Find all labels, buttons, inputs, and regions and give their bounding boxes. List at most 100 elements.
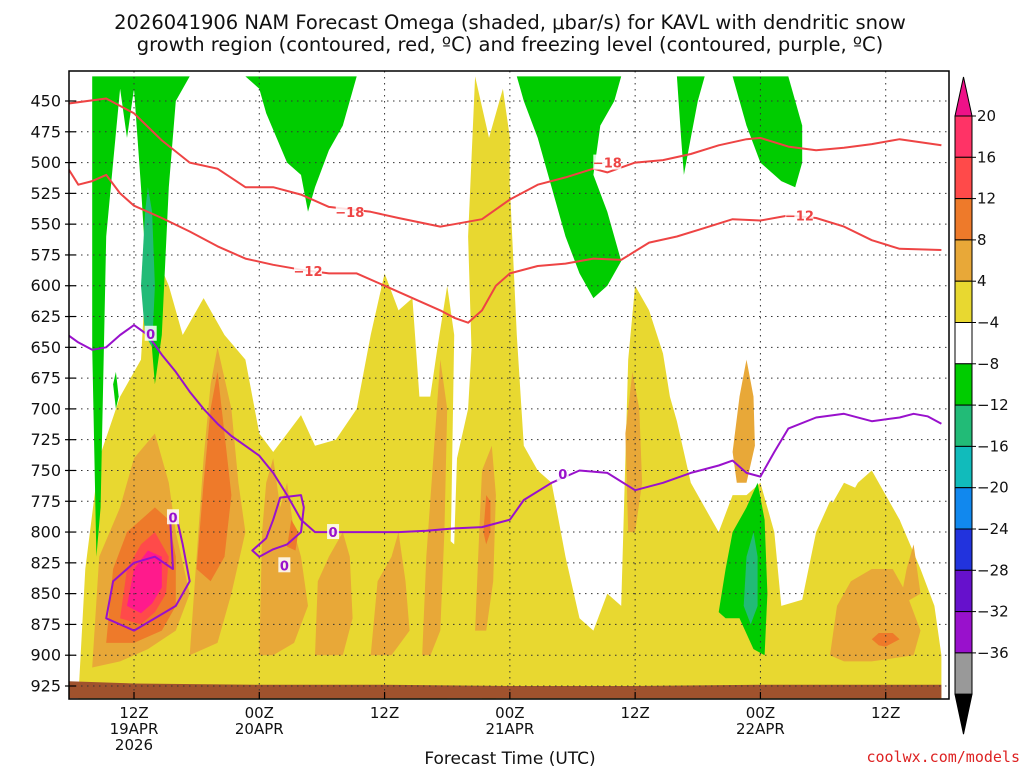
x-tick-label-5-2: 2026 [115,736,153,754]
x-tick-label-32-1: 21APR [485,720,534,738]
y-tick-label-775: 775 [30,492,61,511]
contour-label-3: −12 [785,210,814,225]
grid-lines [69,71,949,699]
colorbar-label-5: −4 [977,314,999,332]
contour-label-bg-8 [278,557,291,573]
y-tick-label-575: 575 [30,245,61,264]
temperature-contours [69,97,942,632]
shade-neg_weak-23 [245,76,357,212]
contour-line-2 [69,324,942,534]
y-tick-label-525: 525 [30,184,61,203]
x-tick-label-59-0: 12Z [871,704,900,722]
y-tick-label-600: 600 [30,276,61,295]
contour-label-bg-3 [785,207,814,223]
colorbar-swatch-7 [954,404,973,447]
x-tick-label-41-0: 12Z [620,704,649,722]
shade-pos_mod-6 [259,458,308,656]
y-tick-label-850: 850 [30,584,61,603]
shade-pos_weak-1 [468,76,510,699]
shade-pos_str-19 [483,495,491,545]
contour-label-7: 0 [558,468,567,483]
x-axis-title: Forecast Time (UTC) [424,749,595,768]
colorbar-swatch-12 [954,611,973,654]
y-tick-label-700: 700 [30,399,61,418]
colorbar-swatch-3 [954,239,973,282]
y-tick-label-750: 750 [30,461,61,480]
shade-neg_mod-30 [743,532,758,625]
y-tick-label-725: 725 [30,430,61,449]
y-tick-label-625: 625 [30,307,61,326]
contour-label-bg-0 [593,154,622,170]
y-tick-label-800: 800 [30,523,61,542]
colorbar-swatch-9 [954,487,973,530]
colorbar-label-2: 12 [977,190,996,208]
colorbar-swatch-1 [954,156,973,200]
contour-label-5: 0 [168,511,177,526]
plot-frame [68,70,950,700]
contour-label-6: 0 [329,526,338,541]
contour-label-bg-5 [166,509,179,525]
shade-neg_weak-24 [516,76,622,299]
x-tick-label-32-0: 00Z [495,704,524,722]
y-tick-label-550: 550 [30,215,61,234]
colorbar-swatch-0 [954,115,973,158]
y-tick-label-475: 475 [30,122,61,141]
contour-loop-1 [251,494,305,558]
y-axis-pressure: 450 475 500 525 550 575 600 625 650 675 700 725 750 7… [30,92,76,696]
x-tick-label-50-1: 22APR [736,720,785,738]
x-tick-label-5-1: 19APR [110,720,159,738]
shade-neg_weak-22 [92,76,190,557]
contour-label-bg-1 [335,203,364,219]
colorbar-label-9: −20 [977,479,1009,497]
shade-neg_mod-29 [141,187,155,348]
contour-label-bg-6 [327,524,340,540]
colorbar-swatch-6 [954,363,973,406]
contour-labels: −18 −18 −12 −12 0 0 0 0 0 [144,154,814,574]
shade-pos_mod-12 [732,359,755,483]
shade-pos_mod-11 [625,371,643,533]
contour-line-1 [69,168,942,324]
contour-label-4: 0 [146,328,155,343]
colorbar-swatch-5 [954,322,973,365]
colorbar-label-3: 8 [977,231,987,249]
colorbar-swatch-11 [954,569,973,613]
colorbar-label-1: 16 [977,148,996,166]
chart-title-line1: 2026041906 NAM Forecast Omega (shaded, μ… [114,11,906,34]
chart-title-line2: growth region (contoured, red, ºC) and f… [137,33,884,56]
credit-text: coolwx.com/models [866,748,1020,766]
colorbar-swatch-2 [954,198,973,241]
y-tick-label-825: 825 [30,553,61,572]
x-tick-label-23-0: 12Z [370,704,399,722]
y-tick-label-900: 900 [30,646,61,665]
y-tick-label-675: 675 [30,369,61,388]
colorbar-label-11: −28 [977,561,1009,579]
colorbar-label-13: −36 [977,644,1009,662]
y-tick-label-650: 650 [30,338,61,357]
shade-neg_weak-28 [113,371,119,409]
shade-neg_weak-25 [676,76,705,175]
shade-neg_weak-26 [732,76,803,188]
colorbar-label-12: −32 [977,603,1009,621]
x-tick-label-14-0: 00Z [245,704,274,722]
shade-pos_ext-21 [127,550,162,614]
colorbar-label-10: −24 [977,520,1009,538]
shade-pos_mod-9 [422,359,448,656]
y-tick-label-875: 875 [30,615,61,634]
colorbar-label-4: 4 [977,272,987,290]
colorbar-bottom-arrow [954,693,973,735]
x-tick-label-14-1: 20APR [235,720,284,738]
colorbar-legend: 20 16 12 8 4 −4 −8 −12 −16 −20 −24 −28 −32 −36 [954,76,1009,735]
colorbar-swatch-4 [954,280,973,324]
contour-label-2: −12 [294,265,323,280]
contour-label-0: −18 [593,157,622,172]
contour-line-0 [69,97,942,228]
colorbar-swatch-13 [954,652,973,695]
shade-pos_mod-14 [899,544,921,606]
contour-label-8: 0 [280,559,289,574]
y-tick-label-450: 450 [30,92,61,111]
colorbar-swatch-10 [954,528,973,571]
shade-pos_str-16 [196,371,232,582]
contour-label-bg-7 [556,466,569,482]
